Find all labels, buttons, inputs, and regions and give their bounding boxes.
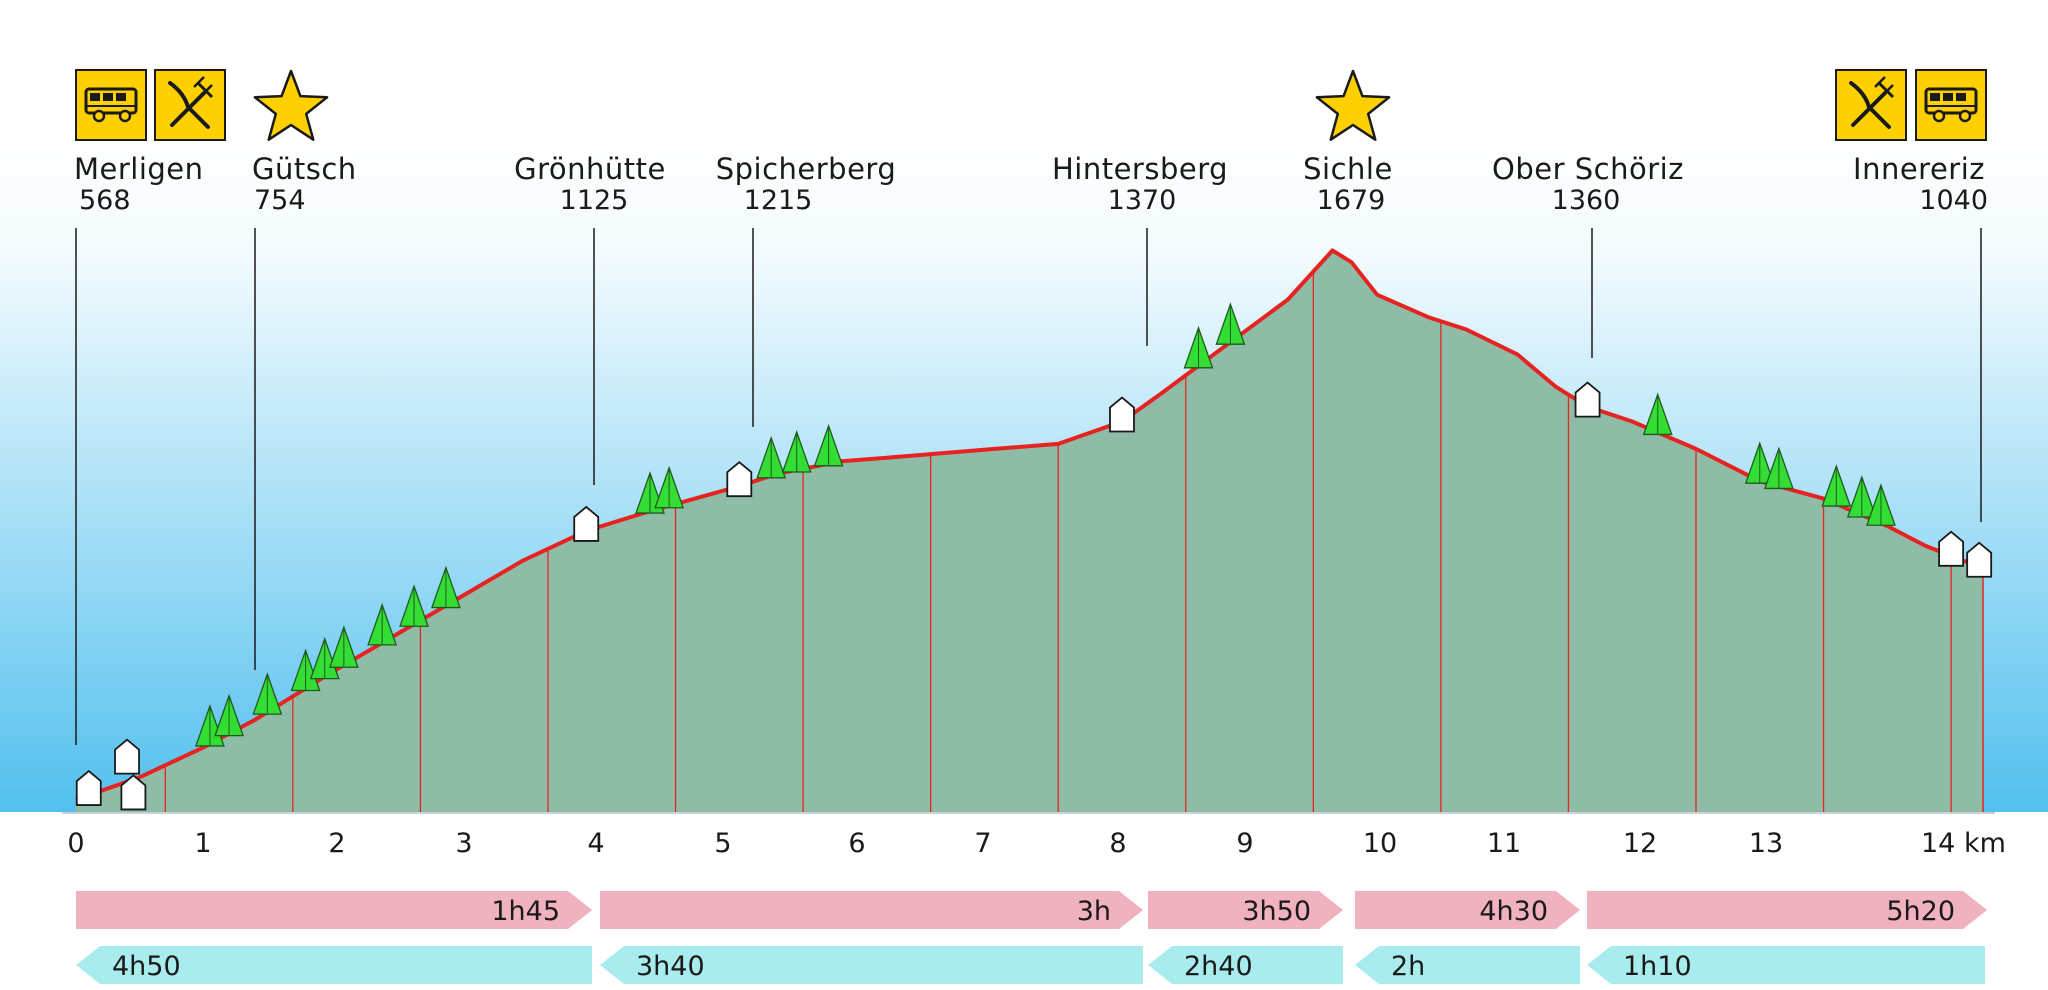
forward-time-arrow [1587, 891, 1987, 929]
waypoint-guides [75, 228, 1982, 745]
tree-icon [1821, 464, 1852, 507]
x-tick-label: 0 [67, 828, 84, 859]
tree-icon [399, 584, 429, 627]
star-icon [253, 69, 329, 141]
waypoint-elevation: 754 [254, 185, 306, 216]
tree-icon [1215, 302, 1246, 345]
hut-icon [1574, 381, 1601, 418]
x-axis: 0 1 2 3 4 5 6 7 8 9 10 11 12 13 14 km [62, 812, 2006, 859]
x-tick-label: 10 [1363, 828, 1397, 859]
waypoint-name: Grönhütte [514, 152, 666, 186]
tree-icon [1642, 392, 1673, 436]
forward-time-arrow [600, 891, 1143, 929]
forward-time-arrow [76, 891, 592, 929]
x-tick-label: 1 [194, 828, 211, 859]
waypoint-elevation: 1360 [1552, 185, 1621, 216]
hut-icon [1966, 541, 1993, 578]
return-time-label: 2h40 [1184, 951, 1253, 982]
hut-icon [1938, 530, 1965, 567]
fork-knife-icon [154, 69, 226, 141]
forward-time-label: 3h50 [1242, 896, 1311, 927]
hut-icon [75, 769, 102, 806]
map-markers [75, 302, 1993, 811]
return-time-arrow [76, 946, 592, 984]
waypoint-name: Gütsch [252, 152, 357, 186]
tree-icon [654, 465, 685, 509]
tree-icon [756, 435, 787, 479]
fork-knife-icon [1835, 69, 1907, 141]
waypoint-elevation: 1679 [1317, 185, 1386, 216]
waypoint-elevation: 568 [79, 185, 131, 216]
x-tick-label: 11 [1487, 828, 1521, 859]
tree-icon [1846, 475, 1877, 518]
hut-icon [120, 774, 147, 811]
waypoint-elevation: 1370 [1108, 185, 1177, 216]
tree-icon [214, 693, 244, 737]
x-tick-label: 7 [974, 828, 991, 859]
bus-icon [75, 69, 147, 141]
x-tick-label: 4 [587, 828, 604, 859]
x-tick-label: 6 [848, 828, 865, 859]
x-tick-label: 9 [1236, 828, 1253, 859]
tree-icon [328, 625, 359, 668]
waypoint-elevation: 1040 [1919, 185, 1988, 216]
x-tick-label: 5 [714, 828, 731, 859]
return-time-arrow [1587, 946, 1985, 984]
terrain-area [76, 250, 1983, 812]
tree-icon [1183, 325, 1214, 369]
tree-icon [290, 648, 321, 692]
tree-icon [1744, 441, 1775, 484]
hut-icon [1109, 396, 1135, 433]
tree-icon [252, 672, 283, 715]
tree-icon [367, 602, 398, 646]
forward-time-arrow [1355, 891, 1580, 929]
x-tick-label: 3 [455, 828, 472, 859]
hut-icon [114, 738, 140, 775]
bus-icon [1915, 69, 1987, 141]
waypoint-elevation: 1215 [744, 185, 813, 216]
waypoint-name: Hintersberg [1052, 152, 1228, 186]
x-tick-label: 14 km [1921, 828, 2006, 859]
waypoint-name: Merligen [74, 152, 204, 186]
hut-icon [726, 461, 753, 498]
x-tick-label: 8 [1109, 828, 1126, 859]
star-icon [1315, 69, 1391, 141]
tree-icon [1763, 446, 1794, 490]
forward-time-label: 1h45 [491, 896, 560, 927]
tree-icon [431, 565, 461, 609]
waypoint-name: Sichle [1303, 152, 1393, 186]
tree-icon [813, 423, 844, 467]
return-time-label: 1h10 [1623, 951, 1692, 982]
tree-icon [309, 636, 340, 680]
x-tick-label: 13 [1749, 828, 1783, 859]
forward-time-label: 4h30 [1479, 896, 1548, 927]
tree-icon [781, 430, 812, 473]
x-tick-label: 2 [328, 828, 345, 859]
waypoint-name: Spicherberg [716, 152, 897, 186]
return-time-arrow [1355, 946, 1580, 984]
forward-time-label: 5h20 [1886, 896, 1955, 927]
hut-icon [573, 505, 600, 542]
return-time-arrow [600, 946, 1143, 984]
x-tick-label: 12 [1623, 828, 1657, 859]
waypoint-elevation: 1125 [560, 185, 629, 216]
return-time-label: 4h50 [112, 951, 181, 982]
return-time-label: 2h [1391, 951, 1425, 982]
forward-time-arrow [1148, 891, 1343, 929]
return-time-label: 3h40 [636, 951, 705, 982]
waypoint-name: Ober Schöriz [1492, 152, 1684, 186]
tree-icon [1866, 483, 1896, 526]
return-time-arrow [1148, 946, 1343, 984]
walking-times: 1h45 3h 3h50 4h30 5h20 4h50 3h40 2h40 2h 1h10 [76, 891, 1987, 984]
waypoint-name: Innereriz [1853, 152, 1985, 186]
forward-time-label: 3h [1077, 896, 1111, 927]
